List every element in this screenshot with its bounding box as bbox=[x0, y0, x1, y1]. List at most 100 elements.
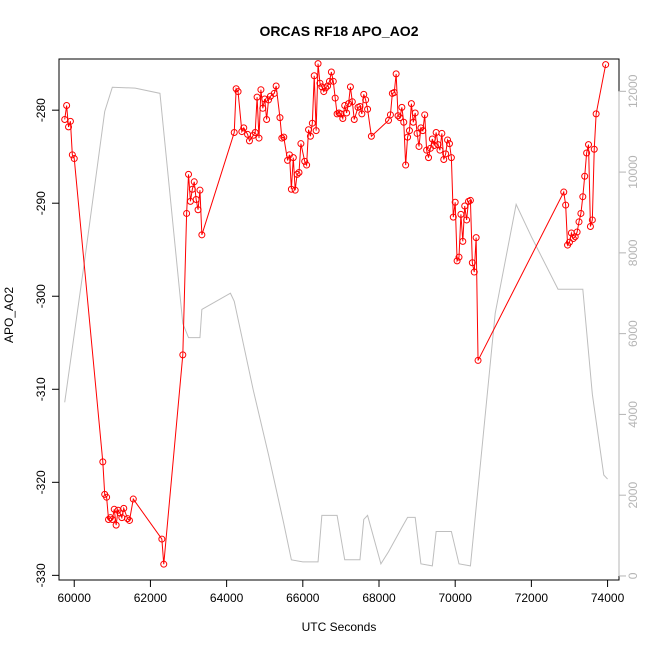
data-point bbox=[240, 124, 248, 132]
y-axis-label: APO_AO2 bbox=[2, 287, 16, 343]
data-point bbox=[306, 132, 314, 140]
plot-frame bbox=[58, 58, 620, 581]
data-point bbox=[358, 110, 366, 118]
data-point bbox=[110, 505, 118, 513]
data-point bbox=[327, 68, 335, 76]
data-point bbox=[179, 351, 187, 359]
data-point bbox=[409, 118, 417, 126]
x-tick-label: 66000 bbox=[286, 591, 320, 605]
data-point bbox=[586, 222, 594, 230]
data-point bbox=[436, 146, 444, 154]
data-point bbox=[99, 458, 107, 466]
x-axis: 60000 62000 64000 66000 68000 70000 72000 74000 bbox=[58, 580, 625, 605]
data-point bbox=[447, 154, 455, 162]
data-point bbox=[461, 202, 469, 210]
data-point bbox=[463, 216, 471, 224]
data-point bbox=[124, 515, 132, 523]
data-point bbox=[63, 102, 71, 110]
chart-title: ORCAS RF18 APO_AO2 bbox=[260, 23, 419, 39]
data-point bbox=[569, 235, 577, 243]
data-point bbox=[116, 509, 124, 517]
data-point bbox=[583, 149, 591, 157]
data-point bbox=[108, 516, 116, 524]
primary-series-line bbox=[64, 63, 607, 565]
data-point bbox=[295, 169, 303, 177]
data-point bbox=[320, 88, 328, 96]
data-point bbox=[425, 154, 433, 162]
data-point bbox=[581, 172, 589, 180]
data-point bbox=[253, 93, 261, 101]
data-point bbox=[343, 109, 351, 117]
data-point bbox=[305, 126, 313, 134]
x-tick-label: 62000 bbox=[134, 591, 168, 605]
data-point bbox=[402, 161, 410, 169]
data-point bbox=[346, 83, 354, 91]
data-point bbox=[390, 88, 398, 96]
data-point bbox=[423, 146, 431, 154]
data-point bbox=[238, 128, 246, 136]
data-point bbox=[579, 193, 587, 201]
data-point bbox=[602, 61, 610, 69]
y-axis-left: -330 -320 -310 -300 -290 -280 bbox=[34, 98, 59, 587]
data-point bbox=[331, 94, 339, 102]
data-point bbox=[287, 185, 295, 193]
y-tick-label: -310 bbox=[34, 377, 48, 401]
x-tick-label: 70000 bbox=[439, 591, 473, 605]
data-point bbox=[289, 154, 297, 162]
data-point bbox=[474, 356, 482, 364]
data-point bbox=[261, 95, 269, 103]
data-point bbox=[398, 103, 406, 111]
data-point bbox=[588, 216, 596, 224]
data-point bbox=[276, 114, 284, 122]
y-tick-label: -320 bbox=[34, 470, 48, 494]
data-point bbox=[356, 102, 364, 110]
data-point bbox=[415, 142, 423, 150]
data-point bbox=[230, 128, 238, 136]
data-point bbox=[160, 560, 168, 568]
data-point bbox=[322, 84, 330, 92]
y2-tick-label: 12000 bbox=[626, 74, 640, 108]
y2-tick-label: 8000 bbox=[626, 239, 640, 266]
data-point bbox=[325, 77, 333, 85]
secondary-series-line bbox=[64, 86, 608, 567]
data-point bbox=[255, 134, 263, 142]
data-point bbox=[455, 253, 463, 261]
data-point bbox=[413, 129, 421, 137]
data-point bbox=[364, 105, 372, 113]
data-point bbox=[192, 195, 200, 203]
data-point bbox=[411, 109, 419, 117]
y-tick-label: -300 bbox=[34, 284, 48, 308]
data-point bbox=[341, 102, 349, 110]
data-point bbox=[470, 268, 478, 276]
data-point bbox=[265, 96, 273, 104]
data-point bbox=[312, 127, 320, 135]
y-tick-label: -280 bbox=[34, 98, 48, 122]
x-tick-label: 64000 bbox=[210, 591, 244, 605]
data-point bbox=[394, 112, 402, 120]
data-point bbox=[291, 186, 299, 194]
data-point bbox=[245, 137, 253, 145]
data-point bbox=[575, 218, 583, 226]
data-point bbox=[196, 186, 204, 194]
y2-tick-label: 4000 bbox=[626, 401, 640, 428]
data-point bbox=[301, 157, 309, 165]
data-point bbox=[259, 104, 267, 112]
data-point bbox=[444, 136, 452, 144]
data-point bbox=[339, 115, 347, 123]
data-point bbox=[112, 521, 120, 529]
data-point bbox=[190, 178, 198, 186]
x-tick-label: 74000 bbox=[591, 591, 625, 605]
data-point bbox=[68, 151, 76, 159]
data-point bbox=[472, 234, 480, 242]
y2-tick-label: 2000 bbox=[626, 482, 640, 509]
data-point bbox=[571, 233, 579, 241]
data-point bbox=[185, 170, 193, 178]
series-layer bbox=[61, 60, 610, 568]
data-point bbox=[293, 170, 301, 178]
data-point bbox=[428, 135, 436, 143]
x-tick-label: 60000 bbox=[58, 591, 92, 605]
data-point bbox=[194, 206, 202, 214]
data-point bbox=[592, 110, 600, 118]
x-axis-label: UTC Seconds bbox=[302, 620, 377, 634]
data-point bbox=[562, 201, 570, 209]
